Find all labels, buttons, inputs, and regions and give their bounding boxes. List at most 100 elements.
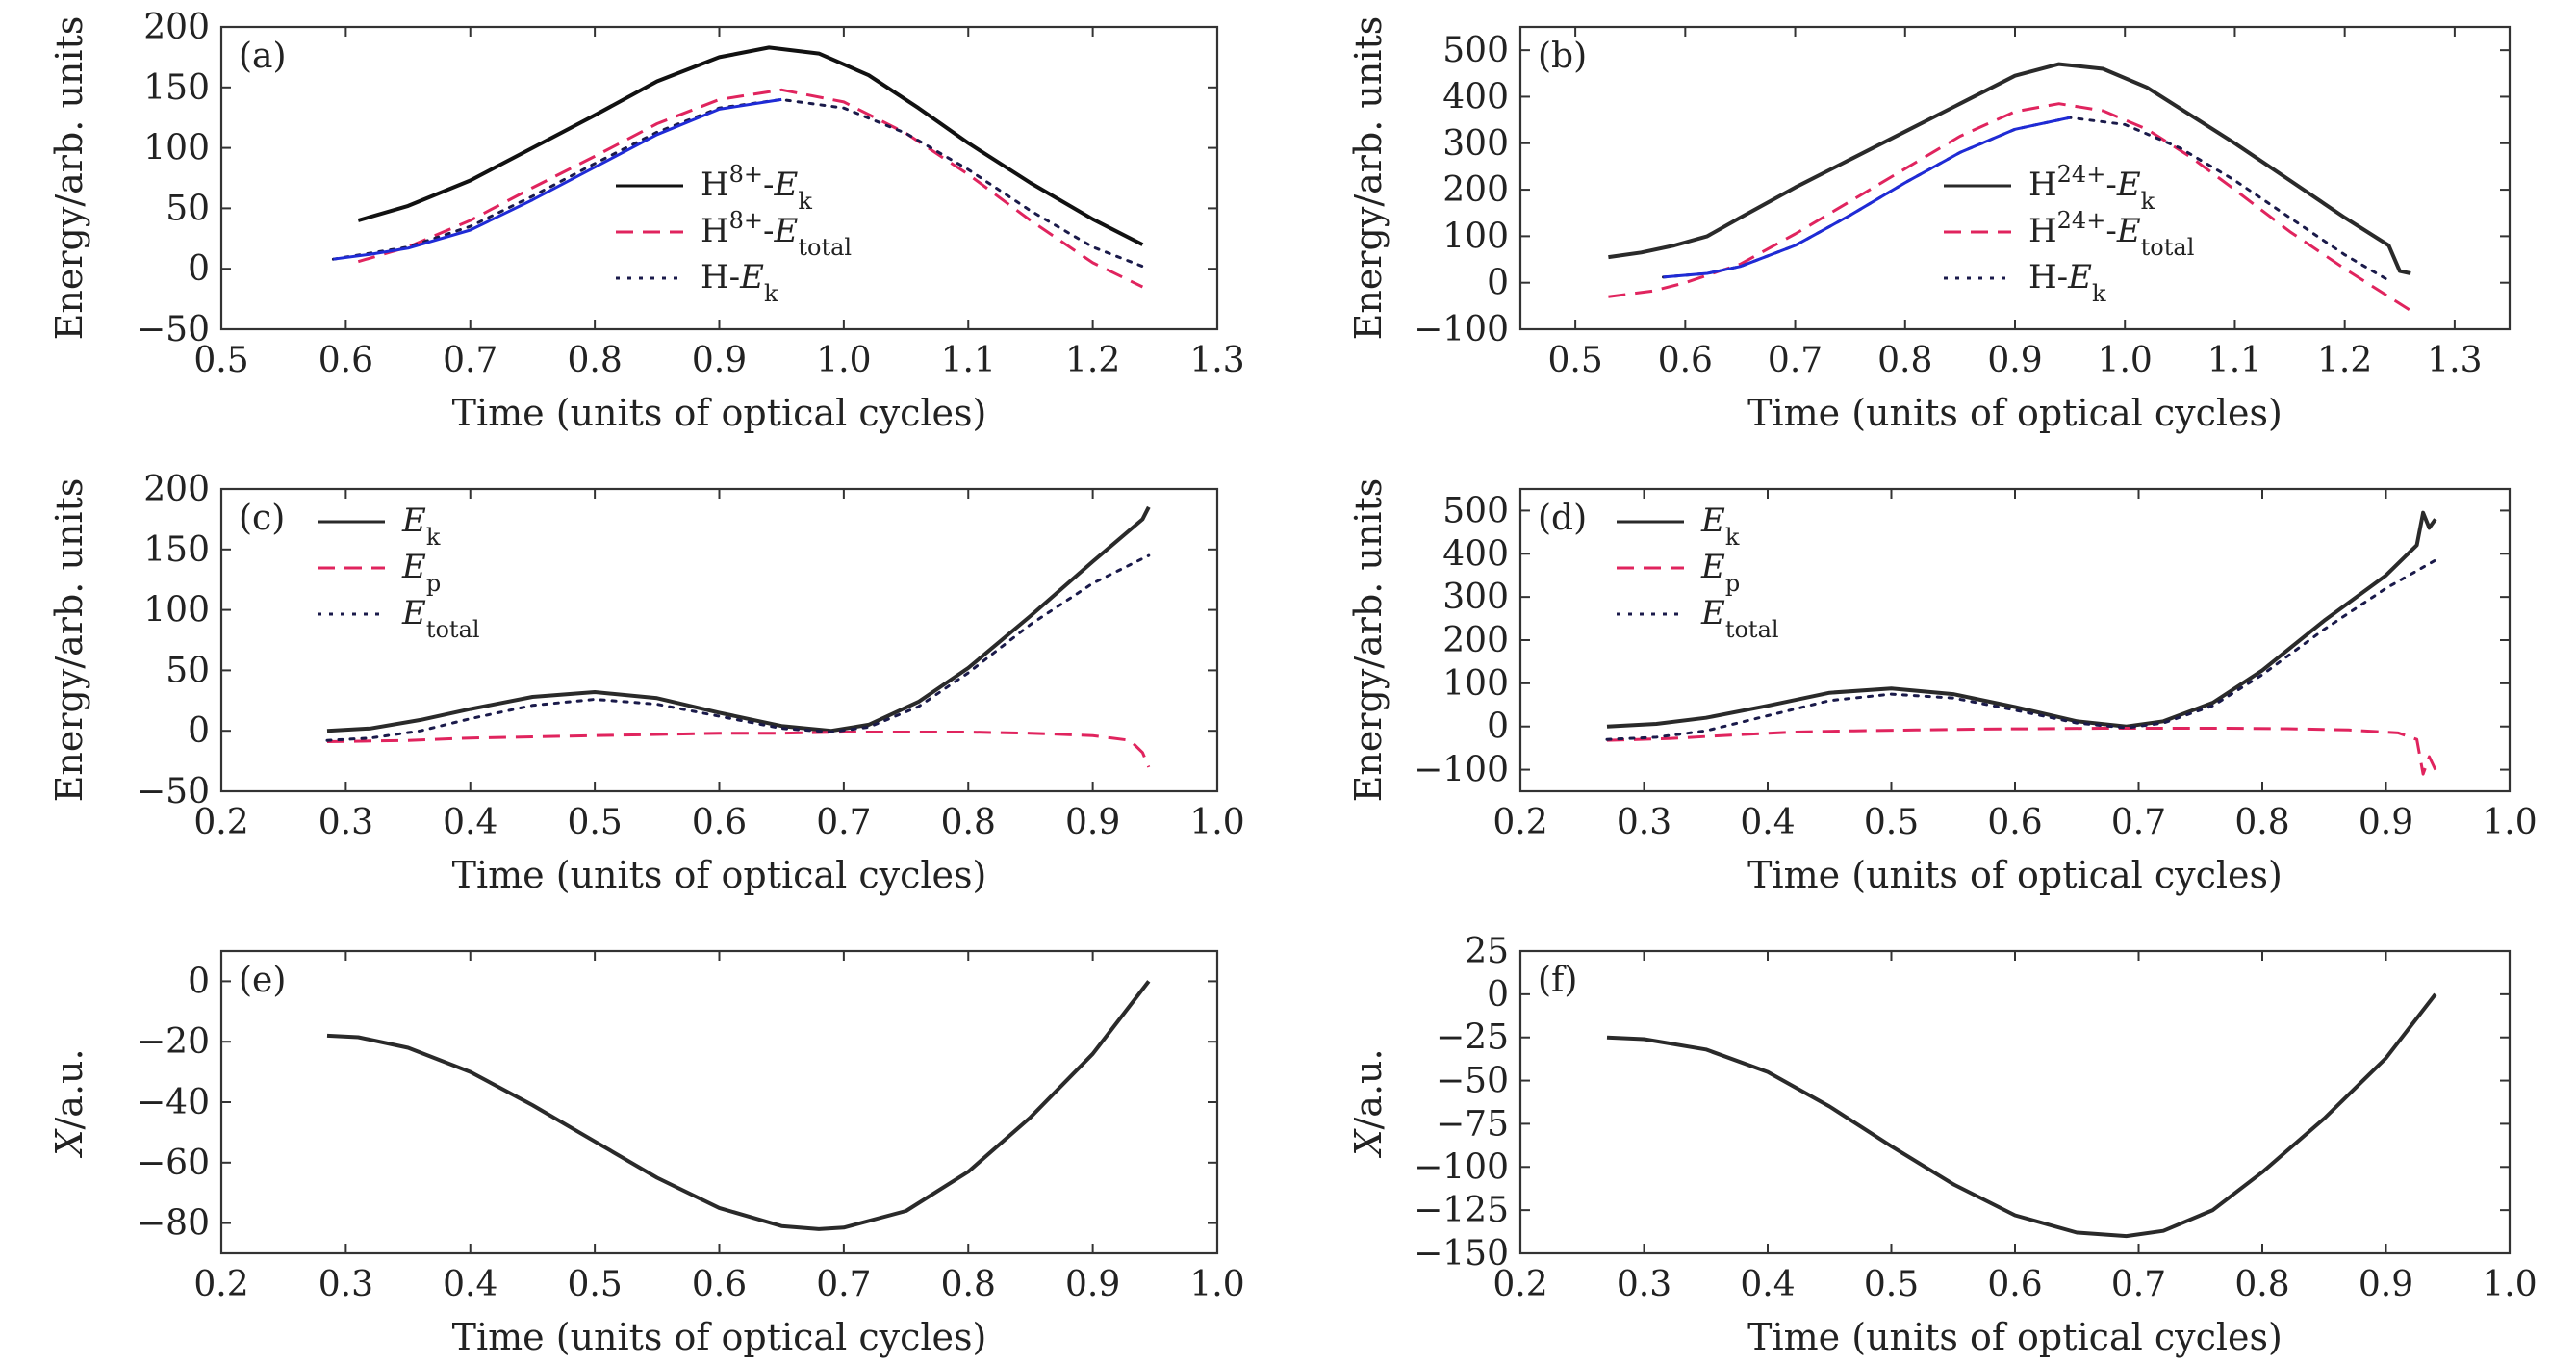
series-group: [1606, 992, 2437, 1239]
series-line-ep: [326, 731, 1151, 768]
series-group: [331, 45, 1144, 289]
legend-sub: p: [1725, 570, 1740, 597]
x-axis-label: Time (units of optical cycles): [452, 392, 987, 434]
legend-dash: -: [763, 212, 775, 250]
x-tick-label: 0.6: [692, 1265, 747, 1304]
legend-dash: -: [763, 166, 775, 204]
panel-c: 0.2 0.3 0.4 0.5 0.6 0.7 0.8 0.9 1.0 −50 0 50 100 150 2…: [48, 470, 1245, 896]
legend-sub: total: [2141, 234, 2195, 261]
x-tick-label: 0.5: [1547, 341, 1602, 380]
legend-symbol: E: [1700, 548, 1725, 586]
legend-dash: -: [729, 258, 741, 296]
y-tick-label: −100: [1414, 1147, 1509, 1187]
legend-entry: Ek: [1700, 502, 1740, 551]
legend-entry: Ep: [1700, 548, 1740, 597]
panel-a: 0.5 0.6 0.7 0.8 0.9 1.0 1.1 1.2 1.3 −50 0 50 100 150 2…: [48, 8, 1245, 434]
x-axis-label: Time (units of optical cycles): [1747, 854, 2283, 896]
y-label-unit: /a.u.: [48, 1048, 90, 1129]
x-tick-label: 0.9: [1065, 803, 1120, 842]
plot-frame: [219, 487, 1219, 793]
y-axis-label: Energy/arb. units: [48, 478, 90, 803]
x-tick-label: 0.8: [941, 803, 996, 842]
series-line-etotal: [325, 553, 1151, 742]
legend-entry: Ek: [401, 502, 441, 551]
legend-base: H: [701, 166, 729, 204]
x-tick-label: 0.9: [2359, 1265, 2413, 1304]
legend-symbol: E: [401, 594, 426, 632]
series-line-h-ek: [331, 97, 1144, 269]
x-tick-label: 0.6: [1987, 803, 2042, 842]
legend-symbol: E: [774, 212, 799, 250]
x-tick-label: 0.2: [1492, 803, 1547, 842]
x-tick-label: 0.7: [816, 1265, 871, 1304]
series-line-h8-ek: [357, 45, 1144, 246]
y-tick-label: 100: [143, 591, 210, 631]
x-tick-label: 0.5: [1864, 1265, 1919, 1304]
legend-base: H: [701, 258, 729, 296]
legend-sub: k: [798, 188, 812, 215]
panel-f: 0.2 0.3 0.4 0.5 0.6 0.7 0.8 0.9 1.0−150−125−100−…: [1347, 932, 2538, 1358]
x-tick-label: 1.3: [1189, 341, 1244, 380]
y-tick-label: 400: [1442, 534, 1509, 574]
x-axis-label: Time (units of optical cycles): [452, 1316, 987, 1358]
x-tick-label: 1.2: [1065, 341, 1120, 380]
legend-dash: -: [2057, 258, 2069, 296]
x-axis-label: Time (units of optical cycles): [1747, 1316, 2283, 1358]
legend-entry: H-Ek: [2028, 258, 2106, 307]
legend-symbol: E: [1700, 502, 1725, 540]
y-tick-label: 150: [143, 68, 210, 108]
x-tick-label: 0.9: [1065, 1265, 1120, 1304]
y-label-var: X: [1347, 1128, 1390, 1159]
legend-entry: H24+-Etotal: [2028, 207, 2194, 261]
legend-sup: 8+: [729, 161, 763, 188]
x-tick-label: 0.5: [567, 803, 622, 842]
y-tick-label: −100: [1414, 310, 1509, 349]
legend-base: H: [2028, 258, 2057, 296]
series-group: [325, 505, 1151, 768]
panel-d: 0.2 0.3 0.4 0.5 0.6 0.7 0.8 0.9 1.0 −100 0 100 200 30…: [1347, 478, 2538, 896]
legend-sub: total: [1725, 616, 1779, 643]
x-tick-label: 1.1: [2207, 341, 2262, 380]
x-tick-label: 1.1: [941, 341, 996, 380]
y-tick-label: 200: [1442, 621, 1509, 660]
x-tick-label: 0.3: [1617, 803, 1671, 842]
series-line-ek: [326, 505, 1151, 733]
y-tick-label: 0: [1487, 975, 1509, 1015]
y-tick-label: 100: [1442, 664, 1509, 704]
x-tick-label: 0.7: [2111, 803, 2166, 842]
x-tick-label: 0.5: [193, 341, 248, 380]
x-tick-label: 0.9: [1987, 341, 2042, 380]
x-tick-label: 0.3: [319, 803, 373, 842]
series-line-h24-etotal: [1608, 102, 2412, 312]
y-axis-label: Energy/arb. units: [1347, 16, 1390, 341]
y-label-var: X: [48, 1128, 90, 1159]
legend-entry: H24+-Ek: [2028, 161, 2155, 215]
panel-label: (c): [239, 499, 285, 538]
x-tick-label: 1.0: [1189, 803, 1244, 842]
legend-sub: k: [2092, 280, 2106, 307]
y-axis-label: X/a.u.: [48, 1048, 90, 1158]
x-tick-label: 0.6: [319, 341, 373, 380]
x-tick-label: 0.8: [2234, 803, 2289, 842]
y-tick-label: 25: [1465, 932, 1509, 971]
x-tick-label: 0.7: [443, 341, 497, 380]
series-line-etotal: [1605, 558, 2437, 741]
x-tick-label: 1.3: [2427, 341, 2482, 380]
y-tick-label: 300: [1442, 124, 1509, 164]
legend-symbol: E: [2067, 258, 2092, 296]
x-tick-label: 0.8: [2234, 1265, 2289, 1304]
y-tick-label: 50: [166, 651, 210, 690]
x-tick-label: 0.2: [193, 803, 248, 842]
x-tick-label: 0.3: [1617, 1265, 1671, 1304]
y-tick-label: −50: [1436, 1062, 1509, 1101]
legend-sub: k: [1725, 524, 1740, 551]
y-tick-label: 200: [143, 8, 210, 47]
y-tick-label: −75: [1436, 1104, 1509, 1144]
legend-symbol: E: [2116, 212, 2141, 250]
y-tick-label: 300: [1442, 578, 1509, 617]
legend-sup: 8+: [729, 207, 763, 234]
y-tick-label: 100: [1442, 217, 1509, 256]
x-tick-label: 1.0: [1189, 1265, 1244, 1304]
x-tick-label: 0.4: [1740, 1265, 1795, 1304]
x-tick-label: 1.2: [2317, 341, 2372, 380]
